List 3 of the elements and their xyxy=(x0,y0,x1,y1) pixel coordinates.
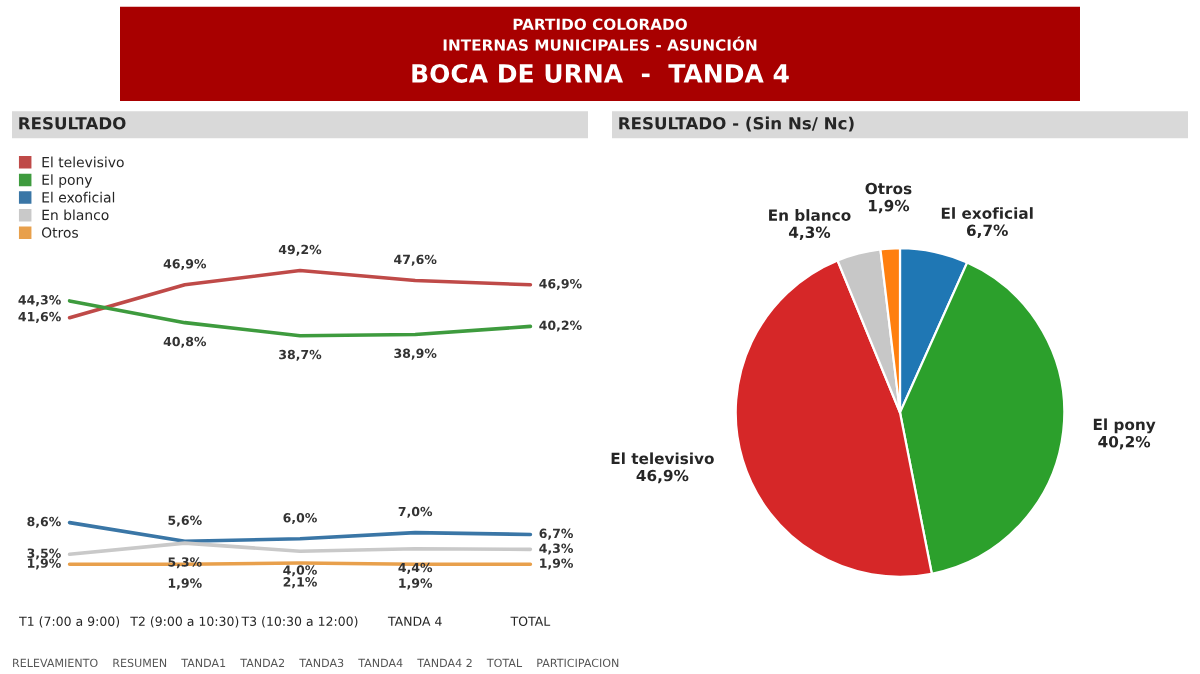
chart-title: RESULTADO xyxy=(19,116,126,130)
chart-title: RESULTADO - (Sin Ns/ Nc) xyxy=(619,116,854,132)
text: BOCA DE URNA - TANDA 4 xyxy=(412,63,789,83)
